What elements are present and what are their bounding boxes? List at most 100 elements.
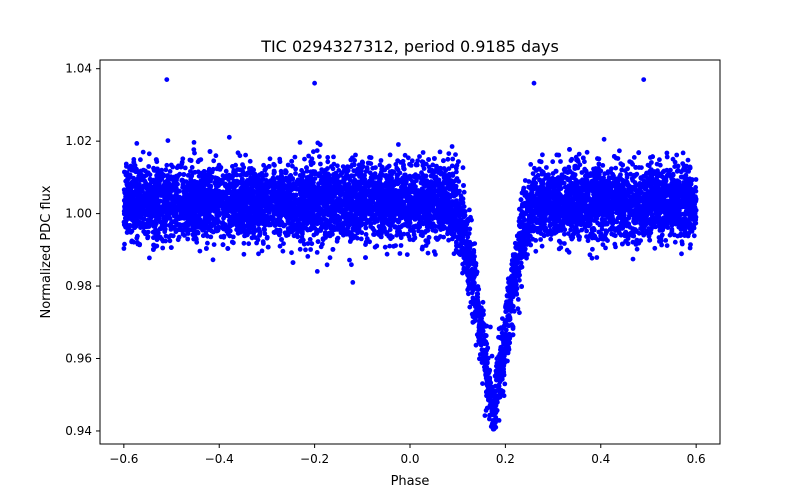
data-point xyxy=(185,236,191,242)
data-point xyxy=(213,153,219,159)
data-point xyxy=(582,225,588,230)
data-point xyxy=(453,152,458,158)
data-point xyxy=(474,291,480,296)
data-point xyxy=(387,227,393,233)
data-point xyxy=(164,162,170,168)
data-point xyxy=(203,230,209,236)
data-point xyxy=(579,170,585,175)
data-point xyxy=(396,142,401,147)
data-point xyxy=(585,238,591,244)
data-point xyxy=(395,172,400,178)
data-point xyxy=(305,241,311,247)
data-point xyxy=(292,154,298,160)
data-point xyxy=(446,166,452,172)
data-point xyxy=(398,235,404,241)
data-point xyxy=(526,184,532,190)
data-point xyxy=(540,152,545,158)
data-point xyxy=(425,250,431,256)
data-point xyxy=(306,153,311,159)
data-point xyxy=(394,165,400,171)
data-point xyxy=(241,165,247,170)
data-point xyxy=(562,241,567,246)
data-point xyxy=(285,162,291,168)
data-point xyxy=(566,249,572,255)
data-point xyxy=(363,225,369,231)
data-point xyxy=(440,226,446,232)
data-point xyxy=(612,241,618,247)
data-point xyxy=(419,170,424,176)
data-point xyxy=(208,234,214,240)
data-point xyxy=(191,140,197,145)
data-point xyxy=(584,149,590,155)
data-point xyxy=(216,162,222,168)
data-point xyxy=(538,237,543,242)
data-point xyxy=(618,172,623,178)
data-point xyxy=(466,291,471,297)
data-point xyxy=(168,162,174,168)
data-point xyxy=(331,154,336,160)
data-point xyxy=(663,238,669,243)
data-point xyxy=(280,248,286,254)
data-point xyxy=(134,141,140,146)
data-point xyxy=(363,169,369,174)
data-point xyxy=(327,233,333,239)
data-point xyxy=(293,166,298,172)
data-point xyxy=(305,254,311,259)
data-point xyxy=(596,229,602,235)
data-point xyxy=(197,248,203,254)
data-point xyxy=(570,235,576,240)
data-point xyxy=(122,241,127,247)
data-point xyxy=(438,171,444,177)
data-point xyxy=(488,397,493,403)
data-point xyxy=(146,151,152,157)
data-point xyxy=(628,171,633,177)
data-point xyxy=(598,168,604,174)
data-point xyxy=(371,232,376,237)
data-point xyxy=(223,168,229,174)
data-point xyxy=(227,228,233,234)
data-point xyxy=(613,165,619,171)
data-point xyxy=(182,165,188,171)
data-point xyxy=(420,150,426,155)
data-point xyxy=(243,152,249,158)
data-point xyxy=(664,150,670,156)
data-point xyxy=(409,158,415,164)
data-point xyxy=(423,173,429,179)
data-point xyxy=(487,416,492,422)
data-point xyxy=(538,159,544,165)
data-point xyxy=(289,250,294,256)
data-point xyxy=(230,164,235,169)
data-point xyxy=(330,218,335,224)
data-point xyxy=(562,231,567,237)
data-point xyxy=(281,241,286,247)
data-point xyxy=(293,171,298,176)
data-point xyxy=(539,243,545,249)
data-point xyxy=(237,153,243,159)
data-point xyxy=(301,241,307,247)
data-point xyxy=(515,297,521,302)
data-point xyxy=(314,148,320,154)
data-point xyxy=(160,245,166,251)
data-point xyxy=(307,237,313,242)
data-point xyxy=(510,326,516,331)
data-point xyxy=(363,232,369,237)
data-point xyxy=(680,161,686,167)
data-point xyxy=(617,148,622,154)
data-point xyxy=(309,241,315,247)
data-point xyxy=(576,151,582,157)
data-point xyxy=(382,244,388,250)
data-point xyxy=(145,235,151,241)
data-point xyxy=(479,333,485,338)
data-point xyxy=(550,159,556,165)
data-point xyxy=(575,221,580,227)
data-point xyxy=(446,151,452,157)
data-point xyxy=(290,163,295,169)
data-point xyxy=(255,237,261,243)
data-point xyxy=(318,161,323,167)
data-point xyxy=(131,239,137,245)
data-point xyxy=(600,242,606,248)
data-point xyxy=(159,167,165,173)
data-point xyxy=(603,245,608,251)
data-point xyxy=(664,243,670,249)
